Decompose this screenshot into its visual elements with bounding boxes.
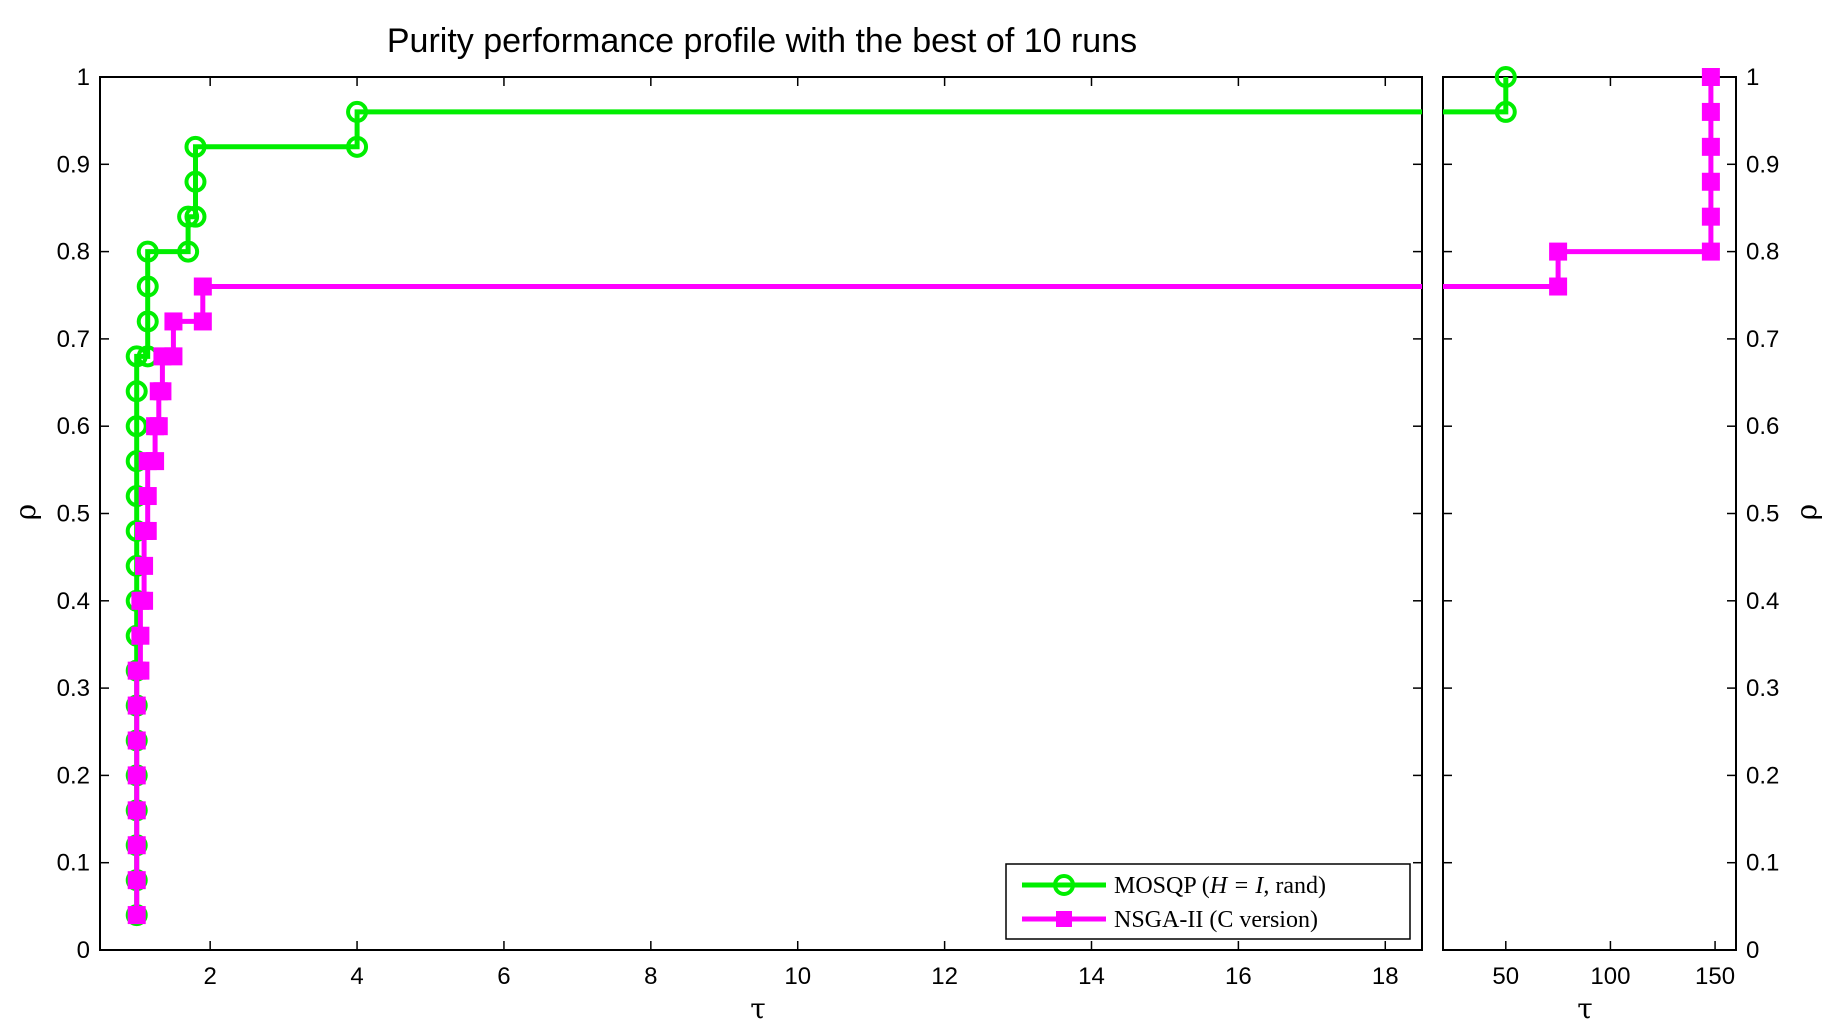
y-tick-label: 1 <box>77 64 90 91</box>
y-tick-label: 0.2 <box>1746 762 1779 789</box>
data-point <box>1549 242 1568 261</box>
data-point <box>125 415 148 438</box>
left-panel: 00.10.20.30.40.50.60.70.80.912 4 6 8 10 12 14 1… <box>57 64 1423 990</box>
legend-marker <box>1053 874 1075 896</box>
data-point <box>127 906 146 925</box>
data-point <box>127 871 146 890</box>
data-point <box>1701 68 1720 86</box>
y-tick-label: 0.1 <box>57 850 90 877</box>
y-tick-label: 0.4 <box>1746 588 1779 615</box>
x-tick-label: 8 <box>644 963 657 990</box>
x-tick-label: 4 <box>350 963 363 990</box>
data-point <box>1701 102 1720 121</box>
data-point <box>164 312 183 331</box>
data-point <box>125 345 148 368</box>
data-point <box>136 275 159 298</box>
data-point <box>135 591 154 610</box>
data-point <box>153 382 172 401</box>
y-axis-label-right: ρ <box>1790 504 1823 520</box>
data-point <box>127 801 146 820</box>
data-point <box>1701 172 1720 191</box>
series-nsga-ii <box>1443 68 1720 296</box>
y-axis-label-left: ρ <box>9 504 42 520</box>
y-tick-label: 1 <box>1746 64 1759 91</box>
x-tick-label: 10 <box>784 963 811 990</box>
y-tick-label: 0 <box>1746 937 1759 964</box>
data-point <box>127 766 146 785</box>
data-point <box>131 661 150 680</box>
x-axis-label-left: τ <box>750 992 766 1025</box>
series-nsga-ii <box>127 277 1422 925</box>
data-point <box>1701 137 1720 156</box>
legend-entry: NSGA-II (C version) <box>1022 907 1318 933</box>
data-point <box>127 696 146 715</box>
x-tick-label: 12 <box>931 963 958 990</box>
x-tick-label: 150 <box>1695 963 1735 990</box>
y-tick-label: 0.8 <box>57 239 90 266</box>
data-point <box>1549 277 1568 296</box>
y-tick-label: 0.5 <box>1746 501 1779 528</box>
y-tick-label: 0.1 <box>1746 850 1779 877</box>
plot-frame <box>99 76 1423 951</box>
x-tick-label: 6 <box>497 963 510 990</box>
x-tick-label: 2 <box>203 963 216 990</box>
data-point <box>125 380 148 403</box>
y-tick-label: 0.3 <box>1746 675 1779 702</box>
data-point <box>346 100 369 123</box>
y-tick-label: 0.4 <box>57 588 90 615</box>
data-point <box>177 205 200 228</box>
legend-entry: MOSQP (H = I, rand) <box>1022 873 1326 899</box>
data-point <box>184 205 207 228</box>
data-point <box>1701 242 1720 261</box>
x-axis-label-right: τ <box>1577 992 1593 1025</box>
x-tick-label: 18 <box>1372 963 1399 990</box>
x-tick-label: 14 <box>1078 963 1105 990</box>
x-tick-label: 100 <box>1590 963 1630 990</box>
y-tick-label: 0.6 <box>1746 413 1779 440</box>
data-point <box>135 556 154 575</box>
plot-frame <box>1442 76 1737 951</box>
data-point <box>131 626 150 645</box>
y-tick-label: 0.5 <box>57 501 90 528</box>
y-tick-label: 0.2 <box>57 762 90 789</box>
y-tick-label: 0.9 <box>57 151 90 178</box>
chart-title: Purity performance profile with the best… <box>387 22 1137 60</box>
y-tick-label: 0.7 <box>57 326 90 353</box>
legend: MOSQP (H = I, rand) NSGA-II (C version) <box>1005 863 1411 940</box>
data-point <box>136 310 159 333</box>
y-tick-label: 0.6 <box>57 413 90 440</box>
data-point <box>177 240 200 263</box>
series-line <box>1443 77 1714 289</box>
legend-label: NSGA-II (C version) <box>1114 907 1318 933</box>
data-point <box>138 487 157 506</box>
data-point <box>1494 100 1517 123</box>
y-tick-label: 0 <box>77 937 90 964</box>
x-tick-label: 16 <box>1225 963 1252 990</box>
data-point <box>127 836 146 855</box>
data-point <box>138 521 157 540</box>
data-point <box>164 347 183 366</box>
legend-box <box>1005 863 1411 940</box>
data-point <box>136 240 159 263</box>
data-point <box>193 312 212 331</box>
y-tick-label: 0.8 <box>1746 239 1779 266</box>
y-tick-label: 0.3 <box>57 675 90 702</box>
y-tick-label: 0.9 <box>1746 151 1779 178</box>
data-point <box>1701 207 1720 226</box>
data-point <box>149 417 168 436</box>
data-point <box>184 135 207 158</box>
data-point <box>193 277 212 296</box>
series-mosqp <box>1443 66 1517 123</box>
y-tick-label: 0.7 <box>1746 326 1779 353</box>
data-point <box>127 731 146 750</box>
data-point <box>146 452 165 471</box>
legend-label: MOSQP (H = I, rand) <box>1114 873 1326 899</box>
data-point <box>346 135 369 158</box>
data-point <box>184 170 207 193</box>
legend-marker <box>1056 911 1072 927</box>
data-point <box>1494 66 1517 88</box>
x-tick-label: 50 <box>1492 963 1519 990</box>
